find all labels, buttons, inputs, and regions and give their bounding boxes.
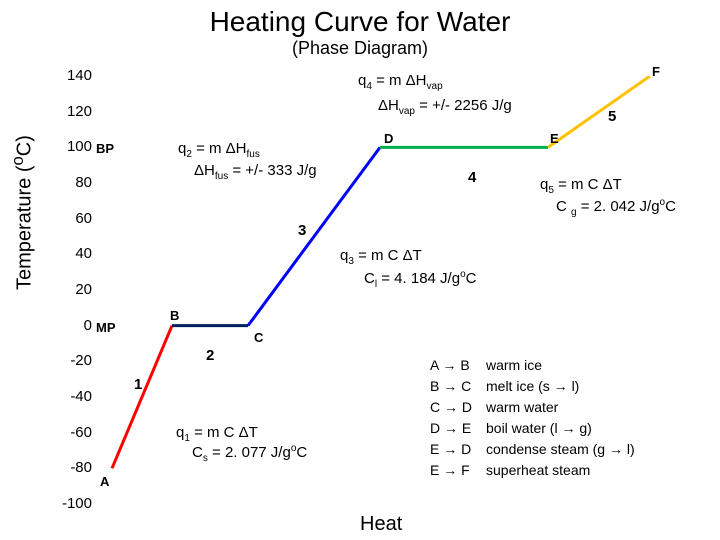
point-label-d: D <box>384 131 393 146</box>
q2-eqn: q2 = m ΔHfus <box>178 140 260 160</box>
seg2-num: 2 <box>206 347 214 364</box>
q3-val: Cl = 4. 184 J/goC <box>364 269 476 290</box>
ytick-label: 20 <box>38 281 92 298</box>
ytick-label: -60 <box>38 424 92 441</box>
legend-desc: warm ice <box>486 356 647 375</box>
q1-eqn: q1 = m C ΔT <box>176 424 258 444</box>
legend-range: B → C <box>430 377 484 396</box>
legend-desc: condense steam (g → l) <box>486 440 647 459</box>
seg3-num: 3 <box>298 222 306 239</box>
ytick-label: 80 <box>38 174 92 191</box>
point-label-c: C <box>254 330 263 345</box>
point-label-f: F <box>652 64 660 79</box>
legend-desc: melt ice (s → l) <box>486 377 647 396</box>
legend-range: C → D <box>430 398 484 417</box>
legend-desc: warm water <box>486 398 647 417</box>
ytick-label: 0 <box>38 317 92 334</box>
ytick-label: 100 <box>38 138 92 155</box>
legend-desc: superheat steam <box>486 461 647 480</box>
ytick-label: 40 <box>38 245 92 262</box>
bp-label: BP <box>96 141 114 156</box>
y-axis-label: Temperature (oC) <box>8 135 37 290</box>
x-axis-label: Heat <box>360 513 402 536</box>
q5-val: C g = 2. 042 J/goC <box>556 197 676 218</box>
ytick-label: 140 <box>38 67 92 84</box>
mp-label: MP <box>96 320 116 335</box>
legend-range: A → B <box>430 356 484 375</box>
ytick-label: -20 <box>38 352 92 369</box>
curve-segment <box>112 326 172 469</box>
legend-table: A → Bwarm iceB → Cmelt ice (s → l)C → Dw… <box>428 354 649 481</box>
legend-range: E → D <box>430 440 484 459</box>
y-axis-ticks: 140120100806040200-20-40-60-80-100 <box>38 76 96 504</box>
ytick-label: -40 <box>38 388 92 405</box>
legend-desc: boil water (l → g) <box>486 419 647 438</box>
point-label-e: E <box>550 131 559 146</box>
q4-eqn: q4 = m ΔHvap <box>358 72 443 92</box>
ytick-label: -80 <box>38 459 92 476</box>
seg4-num: 4 <box>468 169 476 186</box>
q4-val: ΔHvap = +/- 2256 J/g <box>378 97 512 117</box>
legend-range: E → F <box>430 461 484 480</box>
ytick-label: 120 <box>38 103 92 120</box>
q1-val: Cs = 2. 077 J/goC <box>192 443 307 464</box>
page-title: Heating Curve for Water <box>0 0 720 38</box>
ytick-label: -100 <box>38 495 92 512</box>
seg1-num: 1 <box>134 376 142 393</box>
q5-eqn: q5 = m C ΔT <box>540 176 622 196</box>
curve-segment <box>548 76 650 147</box>
seg5-num: 5 <box>608 108 616 125</box>
q2-val: ΔHfus = +/- 333 J/g <box>194 162 317 182</box>
q3-eqn: q3 = m C ΔT <box>340 247 422 267</box>
point-label-a: A <box>100 474 109 489</box>
plot-area: ABCDEFBPMP12345q1 = m C ΔTCs = 2. 077 J/… <box>98 76 698 504</box>
ytick-label: 60 <box>38 210 92 227</box>
page-subtitle: (Phase Diagram) <box>0 38 720 59</box>
legend-range: D → E <box>430 419 484 438</box>
point-label-b: B <box>170 308 179 323</box>
